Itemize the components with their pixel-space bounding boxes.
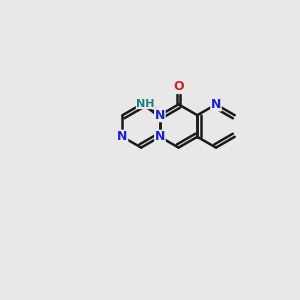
Text: NH: NH [136, 99, 155, 109]
Text: N: N [211, 98, 221, 111]
Text: N: N [117, 130, 128, 143]
Text: O: O [173, 80, 184, 94]
Text: N: N [155, 109, 165, 122]
Text: N: N [155, 130, 165, 143]
